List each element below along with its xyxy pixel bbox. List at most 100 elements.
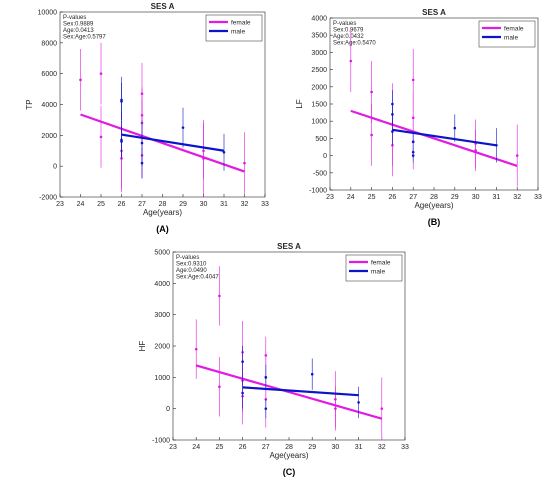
point	[357, 401, 360, 404]
x-tick-label: 32	[378, 444, 386, 451]
x-tick-label: 26	[239, 444, 247, 451]
y-tick-label: -2000	[39, 195, 57, 202]
chart-title: SES A	[151, 2, 175, 11]
y-tick-label: 6000	[41, 71, 57, 78]
y-tick-label: 2500	[311, 67, 327, 74]
legend-label: male	[371, 269, 385, 276]
panel-label: (A)	[156, 224, 169, 234]
legend-box	[345, 254, 403, 282]
annotation: Sex:Age:0.4047	[176, 275, 219, 281]
x-tick-label: 29	[451, 194, 459, 201]
y-tick-label: 3000	[311, 50, 327, 57]
point	[349, 59, 353, 63]
x-tick-label: 33	[534, 194, 542, 201]
point	[264, 407, 268, 410]
y-tick-label: 3500	[311, 33, 327, 40]
x-tick-label: 29	[179, 201, 187, 208]
x-tick-label: 28	[159, 201, 167, 208]
point	[243, 161, 246, 165]
x-tick-label: 25	[368, 194, 376, 201]
legend-label: female	[371, 260, 391, 267]
point	[515, 154, 519, 157]
x-axis-label: Age(years)	[143, 208, 182, 217]
fit-line	[242, 386, 359, 397]
x-tick-label: 27	[262, 444, 270, 451]
point	[120, 100, 123, 103]
point	[241, 360, 244, 363]
x-tick-label: 23	[326, 194, 334, 201]
y-tick-label: 500	[315, 136, 327, 143]
chart-title: SES A	[422, 8, 446, 17]
x-tick-label: 33	[401, 444, 409, 451]
x-tick-label: 29	[308, 444, 316, 451]
y-axis-label: HF	[138, 341, 147, 352]
x-tick-label: 27	[138, 201, 146, 208]
y-tick-label: 10000	[38, 10, 58, 17]
y-tick-label: -1000	[309, 188, 327, 195]
y-tick-label: -500	[313, 170, 327, 177]
x-tick-label: 27	[409, 194, 417, 201]
x-tick-label: 23	[169, 444, 177, 451]
y-tick-label: 2000	[41, 133, 57, 140]
legend-box	[478, 20, 536, 48]
annotation: Age:0.0413	[63, 28, 94, 34]
x-tick-label: 33	[261, 201, 269, 208]
x-tick-label: 32	[513, 194, 521, 201]
x-tick-label: 24	[192, 444, 200, 451]
point	[194, 347, 198, 351]
point	[218, 385, 221, 389]
y-tick-label: 2000	[154, 344, 170, 351]
point	[140, 141, 144, 145]
x-tick-label: 23	[56, 201, 64, 208]
point	[181, 126, 185, 129]
x-tick-label: 25	[97, 201, 105, 208]
y-tick-label: 5000	[154, 250, 170, 257]
x-tick-label: 30	[472, 194, 480, 201]
point	[370, 90, 373, 94]
fit-line	[80, 113, 245, 173]
y-axis-label: LF	[295, 99, 304, 108]
x-tick-label: 26	[118, 201, 126, 208]
x-tick-label: 28	[285, 444, 293, 451]
x-tick-label: 28	[430, 194, 438, 201]
point	[140, 161, 144, 165]
y-tick-label: 0	[323, 153, 327, 160]
fit-line	[121, 133, 225, 152]
point	[241, 391, 244, 395]
panel-label: (B)	[428, 217, 441, 227]
chart-title: SES A	[277, 242, 301, 251]
x-tick-label: 31	[355, 444, 363, 451]
point	[370, 133, 373, 137]
annotation: Age:0.0432	[333, 34, 364, 40]
x-tick-label: 30	[200, 201, 208, 208]
legend-label: female	[504, 26, 524, 33]
y-tick-label: 1500	[311, 102, 327, 109]
annotation: Age:0.0490	[176, 268, 207, 274]
x-tick-label: 25	[216, 444, 224, 451]
legend-label: female	[231, 20, 251, 27]
y-tick-label: 4000	[154, 281, 170, 288]
annotation: P-values	[63, 15, 86, 21]
x-tick-label: 31	[220, 201, 228, 208]
y-tick-label: 0	[53, 164, 57, 171]
y-tick-label: 8000	[41, 40, 57, 47]
y-tick-label: 2000	[311, 84, 327, 91]
point	[334, 407, 337, 410]
point	[264, 376, 268, 379]
fit-line	[350, 109, 518, 167]
point	[120, 140, 123, 143]
x-tick-label: 24	[347, 194, 355, 201]
point	[310, 372, 314, 376]
point	[380, 407, 384, 410]
annotation: Sex:0.9889	[63, 22, 94, 28]
annotation: P-values	[333, 21, 356, 27]
x-tick-label: 31	[493, 194, 501, 201]
fit-line	[195, 364, 383, 420]
point	[453, 126, 457, 130]
point	[79, 78, 82, 82]
point	[99, 72, 103, 75]
y-tick-label: 1000	[311, 119, 327, 126]
x-axis-label: Age(years)	[414, 201, 453, 210]
x-tick-label: 24	[77, 201, 85, 208]
